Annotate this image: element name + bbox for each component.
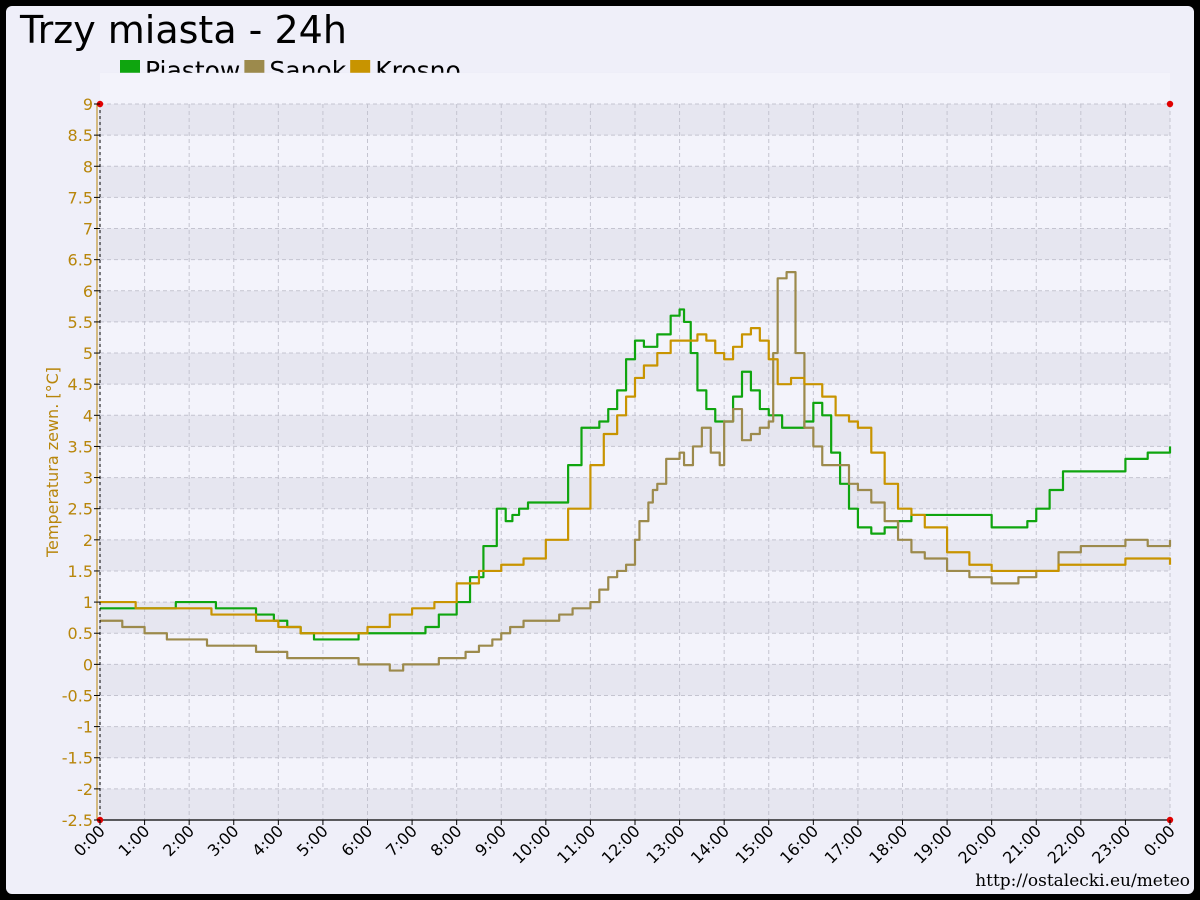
y-tick-label: 5 — [83, 344, 93, 363]
y-tick-label: 6.5 — [68, 251, 93, 270]
series-line-krosno — [100, 327, 1172, 635]
y-tick-label: -2.5 — [62, 811, 93, 830]
x-tick-label: 3:00 — [204, 821, 243, 860]
x-tick-label: 9:00 — [471, 821, 510, 860]
x-tick-label: 7:00 — [382, 821, 421, 860]
y-tick-label: 2 — [83, 531, 93, 550]
x-tick-labels: 0:00 1:00 2:00 3:00 4:00 5:00 6:00 7:00 8:00 9:00… — [70, 820, 1179, 867]
series-layer — [100, 271, 1172, 672]
y-tick-label: 5.5 — [68, 313, 93, 332]
x-tick-label: 14:00 — [687, 821, 733, 867]
y-tick-label: -1 — [77, 718, 93, 737]
x-tick-label: 17:00 — [821, 821, 867, 867]
chart-title: Trzy miasta - 24h — [19, 8, 347, 52]
y-tick-label: 2.5 — [68, 500, 93, 519]
x-tick-label: 23:00 — [1088, 821, 1134, 867]
x-tick-label: 1:00 — [115, 821, 154, 860]
corner-marker — [1166, 100, 1174, 108]
y-tick-label: -1.5 — [62, 749, 93, 768]
y-tick-label: 8.5 — [68, 126, 93, 145]
x-tick-label: 11:00 — [553, 821, 599, 867]
y-tick-label: 4.5 — [68, 375, 93, 394]
plot-band — [100, 72, 1170, 104]
grid-lines — [99, 103, 1171, 821]
x-tick-label: 16:00 — [776, 821, 822, 867]
chart-canvas: Trzy miasta - 24h Piastow Sanok Krosno 98.… — [19, 8, 1190, 891]
x-tick-label: 18:00 — [865, 821, 911, 867]
x-tick-label: 12:00 — [598, 821, 644, 867]
x-tick-label: 4:00 — [248, 821, 287, 860]
source-url: http://ostalecki.eu/meteo — [975, 871, 1190, 891]
x-tick-label: 10:00 — [509, 821, 555, 867]
x-tick-label: 19:00 — [910, 821, 956, 867]
y-tick-label: 9 — [83, 95, 93, 114]
x-tick-label: 0:00 — [1140, 821, 1179, 860]
x-tick-label: 20:00 — [954, 821, 1000, 867]
x-tick-label: 6:00 — [337, 821, 376, 860]
x-tick-label: 13:00 — [642, 821, 688, 867]
y-tick-label: 0 — [83, 655, 93, 674]
y-tick-label: -2 — [77, 780, 93, 799]
x-tick-label: 8:00 — [427, 821, 466, 860]
y-tick-label: 7 — [83, 220, 93, 239]
y-tick-labels: 9 8.5 8 7.5 7 6.5 6 5.5 5 4.5 4 3.5 3 2.5 2 1.5 1 0.5 0 -0.… — [62, 95, 100, 830]
y-axis-label: Temperatura zewn. [°C] — [43, 367, 62, 558]
x-tick-label: 21:00 — [999, 821, 1045, 867]
y-tick-label: 3.5 — [68, 437, 93, 456]
x-tick-label: 2:00 — [159, 821, 198, 860]
y-tick-label: 6 — [83, 282, 93, 301]
y-tick-label: 1.5 — [68, 562, 93, 581]
y-tick-label: 0.5 — [68, 624, 93, 643]
x-tick-label: 5:00 — [293, 821, 332, 860]
y-tick-label: -0.5 — [62, 686, 93, 705]
y-tick-label: 7.5 — [68, 188, 93, 207]
x-tick-label: 22:00 — [1044, 821, 1090, 867]
y-tick-label: 8 — [83, 157, 93, 176]
y-tick-label: 4 — [83, 406, 93, 425]
chart-frame: Trzy miasta - 24h Piastow Sanok Krosno 9 8.… — [6, 6, 1194, 894]
x-tick-label: 15:00 — [732, 821, 778, 867]
y-tick-label: 1 — [83, 593, 93, 612]
y-tick-label: 3 — [83, 469, 93, 488]
series-line-sanok — [100, 271, 1172, 672]
